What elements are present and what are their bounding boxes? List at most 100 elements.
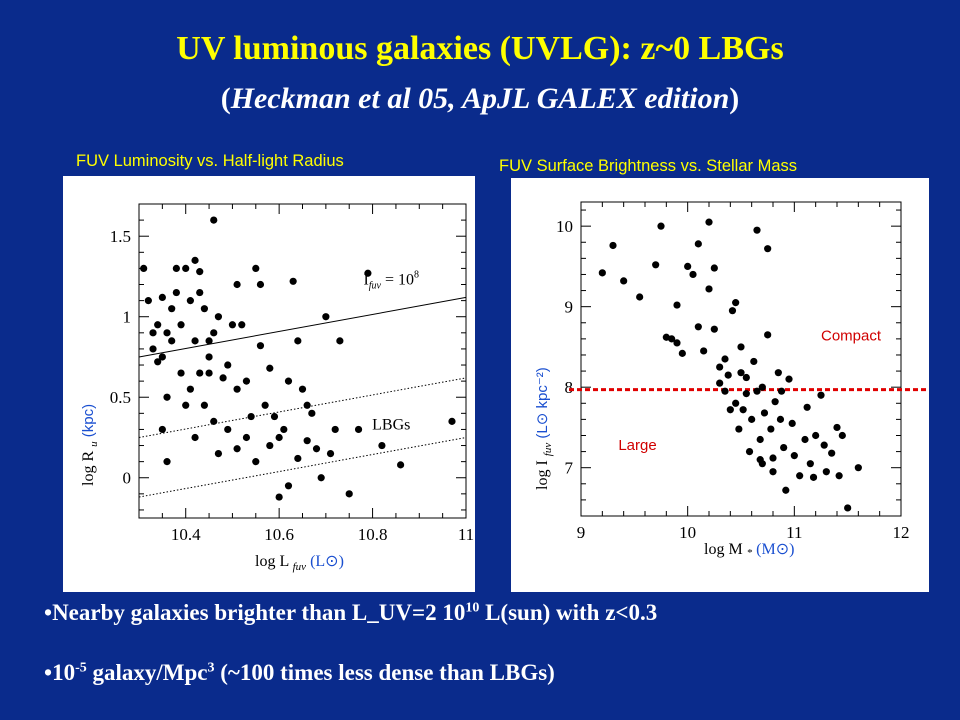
chart-1-data-point bbox=[252, 458, 260, 466]
chart-2-x-tick-label: 9 bbox=[577, 523, 586, 542]
chart-2-annotation-0: Compact bbox=[821, 327, 882, 344]
chart-1-data-point bbox=[242, 377, 251, 385]
chart-1-data-point bbox=[163, 329, 171, 337]
chart-2-data-point bbox=[609, 241, 617, 250]
chart-1-data-point bbox=[266, 364, 274, 372]
chart-2-data-point bbox=[796, 472, 804, 480]
chart-2-data-point bbox=[668, 335, 676, 343]
chart-2-data-point bbox=[809, 473, 818, 481]
chart-1-title: FUV Luminosity vs. Half-light Radius bbox=[76, 152, 344, 170]
chart-1-data-point bbox=[256, 280, 265, 289]
chart-2-data-point bbox=[833, 423, 841, 432]
chart-2-data-point bbox=[828, 449, 836, 457]
chart-1-data-point bbox=[205, 353, 213, 361]
chart-1-data-point bbox=[149, 329, 157, 337]
chart-1-x-tick-label: 10.6 bbox=[264, 525, 294, 544]
chart-1-data-point bbox=[294, 337, 302, 345]
chart-2-data-point bbox=[753, 387, 761, 395]
chart-1-data-point bbox=[182, 264, 190, 273]
slide-subtitle: (Heckman et al 05, ApJL GALEX edition) bbox=[0, 82, 960, 116]
chart-1-data-point bbox=[266, 441, 274, 450]
subtitle-citation: Heckman et al 05, ApJL GALEX edition bbox=[230, 82, 730, 115]
chart-2-data-point bbox=[716, 363, 724, 371]
chart-2-data-point bbox=[782, 486, 790, 494]
chart-2-data-point bbox=[728, 307, 737, 315]
chart-2-data-point bbox=[735, 425, 743, 433]
chart-2-data-point bbox=[678, 349, 686, 357]
chart-2-data-point bbox=[710, 264, 718, 272]
chart-1-data-point bbox=[284, 482, 293, 490]
chart-1-data-point bbox=[312, 445, 321, 453]
chart-2-data-point bbox=[788, 419, 796, 428]
chart-2-data-point bbox=[801, 435, 809, 444]
chart-2-data-point bbox=[756, 456, 764, 464]
bullet-2-sup2: 3 bbox=[207, 660, 215, 676]
subtitle-open-paren: ( bbox=[220, 82, 231, 115]
chart-1-data-point bbox=[294, 454, 302, 463]
chart-1-data-point bbox=[224, 361, 232, 369]
chart-2-data-point bbox=[739, 406, 747, 414]
bullet-2-marker: • bbox=[44, 660, 53, 685]
chart-1-data-point bbox=[149, 345, 157, 353]
chart-2-data-point bbox=[700, 347, 708, 355]
chart-2-panel: 9 10 11 12 7 8 9 10 Compact Large log M * (M⊙) log … bbox=[511, 178, 929, 592]
chart-2-x-axis-label: log M * (M⊙) bbox=[704, 541, 794, 559]
bullet-2-text-b: galaxy/Mpc bbox=[86, 660, 208, 685]
chart-1-data-point bbox=[186, 385, 194, 393]
chart-1-data-point bbox=[275, 433, 283, 442]
chart-2-data-point bbox=[694, 323, 702, 331]
chart-1-data-point bbox=[196, 288, 204, 297]
chart-1-data-point bbox=[378, 441, 386, 450]
chart-1-panel: 10.4 10.6 10.8 11 0 0.5 1 1.5 Ifuv = 108 LBGs log … bbox=[63, 176, 475, 592]
chart-1-data-point bbox=[163, 393, 171, 401]
chart-1-x-axis-label: log L fuv (L⊙) bbox=[255, 553, 344, 573]
chart-2-data-point bbox=[673, 339, 681, 347]
chart-1-data-point bbox=[210, 329, 218, 337]
chart-1-plot-frame bbox=[138, 203, 467, 519]
chart-2-data-point bbox=[820, 441, 828, 449]
chart-1-y-tick-label: 0.5 bbox=[110, 388, 131, 407]
chart-2-data-point bbox=[771, 398, 779, 406]
chart-2-data-point bbox=[750, 357, 758, 366]
bullet-2-text-c: (~100 times less dense than LBGs) bbox=[214, 660, 555, 685]
chart-2-y-axis-label: log I fuv (L⊙ kpc⁻²) bbox=[534, 367, 554, 490]
chart-1-data-point bbox=[140, 264, 148, 273]
chart-1-data-point bbox=[322, 313, 330, 321]
bullet-1-text-b: L(sun) with z<0.3 bbox=[479, 600, 658, 625]
chart-1-data-point bbox=[252, 264, 260, 273]
chart-1-x-tick-label: 11 bbox=[458, 525, 474, 544]
chart-2-y-tick-label: 8 bbox=[565, 378, 574, 397]
chart-2-data-point bbox=[657, 222, 665, 230]
chart-2-data-point bbox=[652, 261, 660, 269]
chart-1-data-point bbox=[317, 474, 325, 482]
chart-1-data-point bbox=[210, 216, 218, 224]
chart-2-data-point bbox=[776, 415, 785, 423]
chart-2-data-point bbox=[748, 415, 756, 423]
chart-2-data-point bbox=[705, 285, 713, 293]
chart-2-y-tick-label: 7 bbox=[565, 459, 574, 478]
chart-2-data-point bbox=[737, 343, 745, 351]
chart-2-data-point bbox=[673, 301, 681, 309]
chart-1-data-point bbox=[158, 293, 166, 301]
chart-1-data-point bbox=[397, 461, 405, 469]
chart-1-data-point bbox=[228, 321, 237, 329]
chart-1-x-tick-label: 10.4 bbox=[171, 525, 201, 544]
chart-1-data-point bbox=[163, 458, 171, 466]
chart-1-data-point bbox=[233, 280, 241, 289]
chart-2-svg: 9 10 11 12 7 8 9 10 Compact Large log M * (M⊙) log … bbox=[534, 201, 929, 559]
chart-1-data-point bbox=[303, 401, 311, 409]
chart-2-data-point bbox=[753, 226, 761, 234]
bullet-2-sup: -5 bbox=[75, 660, 87, 676]
chart-1-data-point bbox=[280, 425, 288, 434]
chart-2-data-point bbox=[767, 425, 775, 433]
chart-1-data-point bbox=[182, 401, 190, 409]
chart-1-data-point bbox=[336, 337, 344, 345]
chart-1-data-point bbox=[158, 353, 166, 361]
chart-1-data-point bbox=[177, 321, 185, 329]
chart-1-data-point bbox=[354, 425, 363, 434]
bullet-1-sup: 10 bbox=[465, 600, 480, 616]
chart-2-data-point bbox=[817, 391, 825, 399]
chart-1-data-point bbox=[364, 269, 372, 277]
chart-1-line-0 bbox=[138, 296, 467, 358]
chart-2-data-point bbox=[684, 262, 692, 271]
